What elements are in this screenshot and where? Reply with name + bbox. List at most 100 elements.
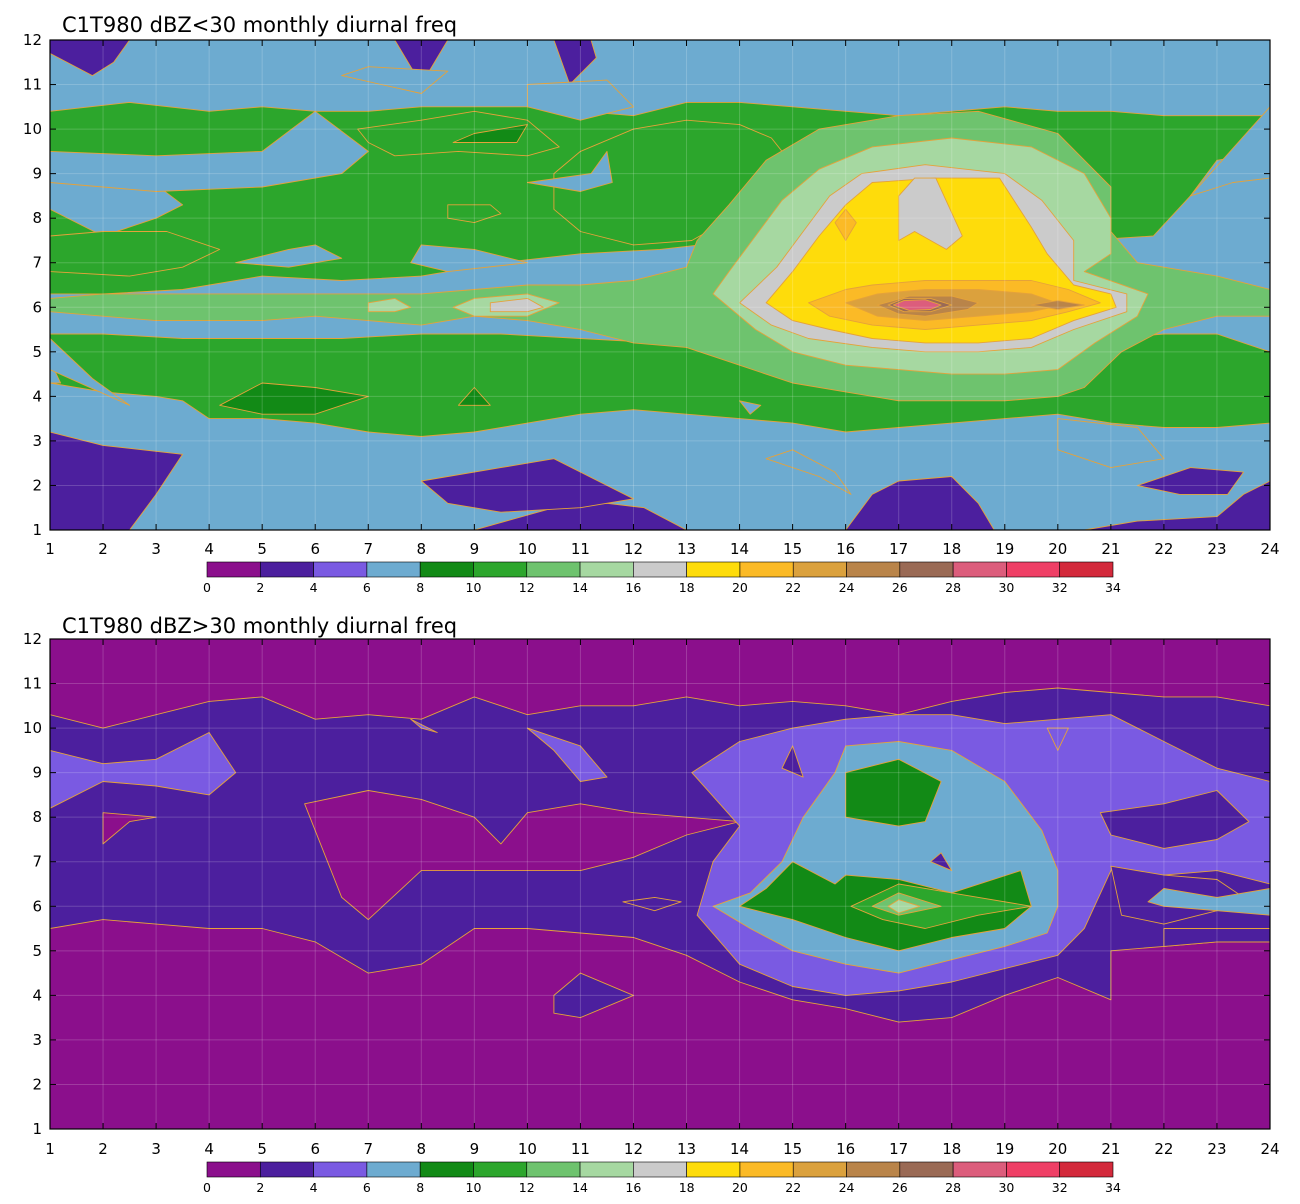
x-tick-label: 17 [889, 1140, 908, 1158]
y-tick-label: 7 [32, 853, 42, 871]
contour-region [898, 177, 963, 250]
contour-region [452, 124, 528, 143]
contour-region [892, 299, 942, 311]
x-tick-label: 12 [624, 1140, 643, 1158]
contour-region [1189, 106, 1270, 197]
colorbar-swatch [952, 1161, 1007, 1178]
colorbar-label: 14 [572, 580, 588, 595]
colorbar-label: 28 [945, 580, 961, 595]
colorbar-swatch [792, 561, 847, 578]
x-tick-label: 11 [571, 1140, 590, 1158]
x-tick-label: 21 [1101, 540, 1120, 558]
colorbar-label: 14 [572, 1180, 588, 1195]
colorbar-swatch [792, 1161, 847, 1178]
colorbar-label: 12 [519, 1180, 535, 1195]
x-tick-label: 1 [45, 1140, 55, 1158]
x-tick-label: 18 [942, 1140, 961, 1158]
y-tick-label: 8 [32, 209, 42, 227]
colorbar-label: 8 [416, 1180, 424, 1195]
colorbar-label: 28 [945, 1180, 961, 1195]
y-tick-label: 2 [32, 476, 42, 494]
contour-region [357, 110, 560, 157]
colorbar: 0 2 4 6 8 10 12 14 16 18 20 22 24 26 28 30 32 34 [203, 1161, 1121, 1195]
colorbar-swatch [473, 1161, 528, 1178]
colorbar-label: 4 [310, 580, 318, 595]
contour-region [1083, 480, 1270, 530]
colorbar-label: 18 [679, 1180, 695, 1195]
colorbar-swatch [633, 1161, 687, 1178]
contour-region [457, 387, 491, 406]
x-tick-label: 17 [889, 540, 908, 558]
colorbar-swatch [313, 1161, 368, 1178]
colorbar-swatch [579, 1161, 634, 1178]
x-tick-label: 5 [257, 540, 267, 558]
contour-region [526, 79, 634, 121]
x-tick-label: 22 [1154, 540, 1173, 558]
y-tick-label: 5 [32, 942, 42, 960]
colorbar-swatch [1006, 561, 1061, 578]
colorbar-swatch [899, 561, 954, 578]
x-tick-label: 20 [1048, 540, 1067, 558]
axes: 1 2 3 4 5 6 7 8 9 10 11 12 13 14 15 16 17 18 19 20 21 22 23 241… [23, 31, 1280, 558]
x-tick-label: 15 [783, 1140, 802, 1158]
contour-region [447, 204, 502, 224]
colorbar-label: 20 [732, 1180, 748, 1195]
x-tick-label: 6 [310, 1140, 320, 1158]
colorbar-swatch [633, 561, 687, 578]
colorbar-swatch [259, 1161, 314, 1178]
x-tick-label: 14 [730, 540, 749, 558]
colorbar-label: 0 [203, 580, 211, 595]
colorbar-swatch [206, 1161, 261, 1178]
x-tick-label: 24 [1260, 540, 1279, 558]
y-tick-label: 12 [23, 630, 42, 648]
colorbar-swatch [1059, 561, 1114, 578]
colorbar-label: 32 [1052, 580, 1068, 595]
y-tick-label: 10 [23, 719, 42, 737]
contour-region [1163, 928, 1270, 947]
contour-region [553, 40, 597, 85]
contour-region [50, 231, 221, 277]
colorbar-label: 30 [998, 1180, 1014, 1195]
colorbar-swatch [206, 561, 261, 578]
colorbar-label: 22 [785, 1180, 801, 1195]
y-tick-label: 10 [23, 120, 42, 138]
contour-region [235, 244, 343, 268]
y-tick-label: 7 [32, 254, 42, 272]
contour-field [50, 40, 1270, 530]
contour-region [341, 66, 449, 94]
contour-region [1136, 467, 1244, 495]
contour-region [1057, 418, 1165, 469]
panel-title-bottom: C1T980 dBZ>30 monthly diurnal freq [62, 614, 457, 638]
x-tick-label: 22 [1154, 1140, 1173, 1158]
x-tick-label: 2 [98, 1140, 108, 1158]
x-tick-label: 9 [470, 1140, 480, 1158]
contour-region [102, 812, 157, 845]
colorbar-swatch [313, 561, 368, 578]
colorbar-swatch [846, 561, 901, 578]
colorbar-label: 18 [679, 580, 695, 595]
contour-region [1030, 300, 1085, 310]
contour-region [765, 449, 852, 495]
x-tick-label: 18 [942, 540, 961, 558]
colorbar-label: 34 [1105, 1180, 1121, 1195]
y-tick-label: 9 [32, 764, 42, 782]
contour-region [553, 972, 634, 1019]
colorbar-label: 16 [625, 1180, 641, 1195]
colorbar-label: 10 [466, 580, 482, 595]
plot-frame [49, 638, 1271, 1130]
y-tick-label: 3 [32, 432, 42, 450]
colorbar-swatch [366, 1161, 421, 1178]
y-tick-label: 9 [32, 165, 42, 183]
colorbar-swatch [846, 1161, 901, 1178]
y-tick-label: 4 [32, 986, 42, 1004]
x-tick-label: 19 [995, 1140, 1014, 1158]
colorbar-label: 34 [1105, 580, 1121, 595]
contour-region [410, 718, 438, 733]
contour-region [420, 458, 634, 513]
x-tick-label: 7 [363, 1140, 373, 1158]
colorbar-label: 4 [310, 1180, 318, 1195]
contour-region [394, 40, 449, 85]
colorbar-label: 26 [892, 580, 908, 595]
